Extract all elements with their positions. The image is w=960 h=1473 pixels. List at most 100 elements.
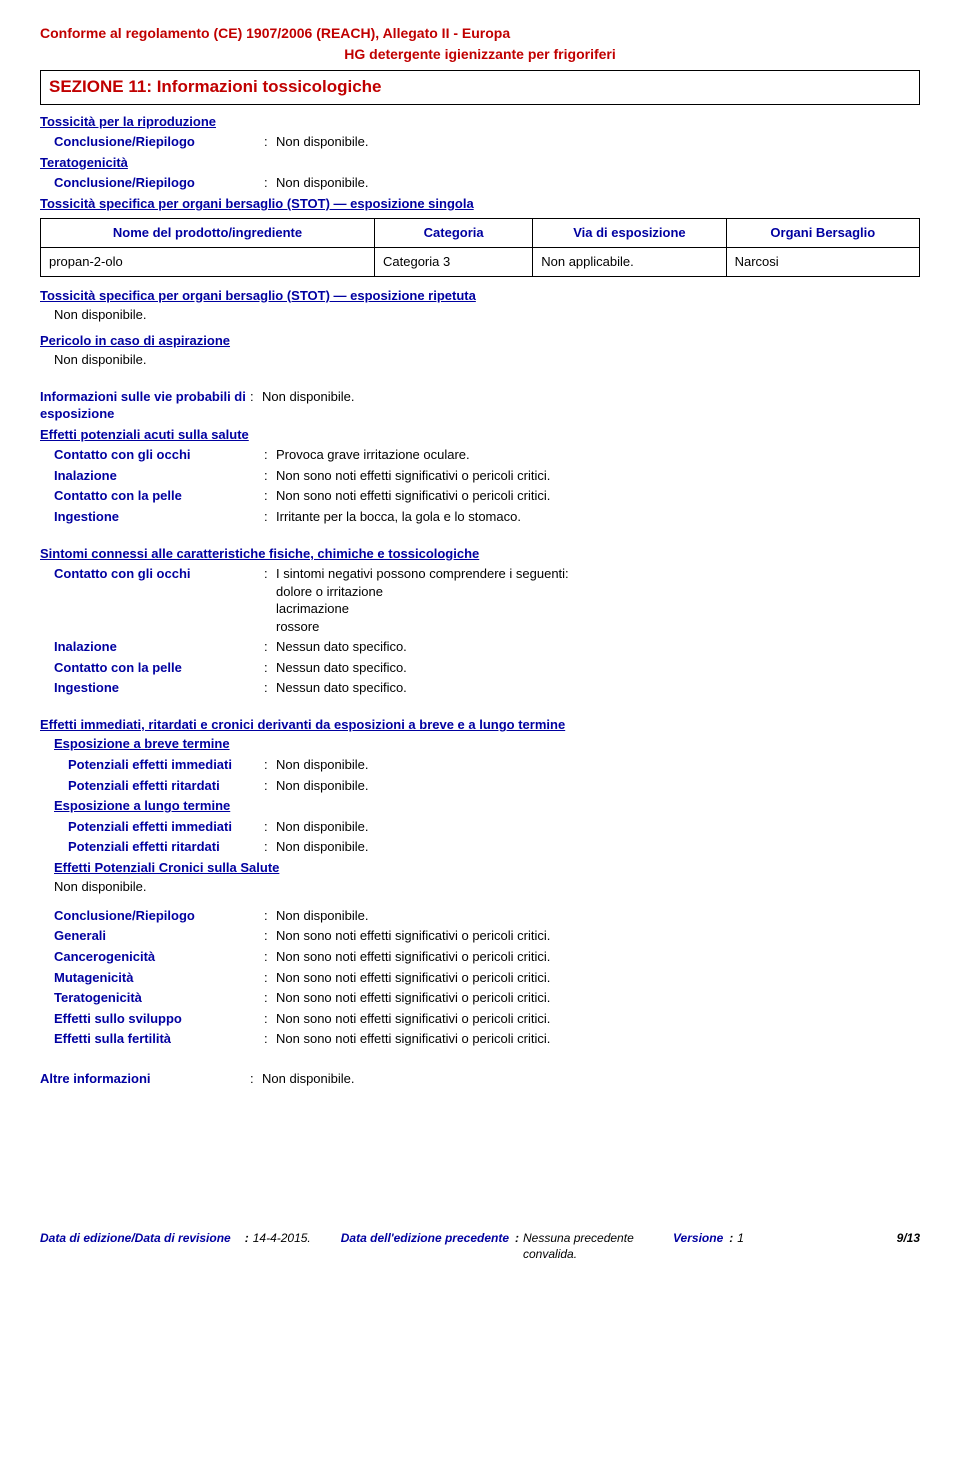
footer-page: 9/13 — [897, 1230, 920, 1246]
colon: : — [264, 174, 276, 192]
heading-delayed: Effetti immediati, ritardati e cronici d… — [40, 716, 920, 734]
value-ingest: Irritante per la bocca, la gola e lo sto… — [276, 508, 920, 526]
row-muta: Mutagenicità : Non sono noti effetti sig… — [54, 969, 920, 987]
value-nosig: Non sono noti effetti significativi o pe… — [276, 989, 920, 1007]
td-organs: Narcosi — [726, 248, 919, 277]
heading-acute-effects: Effetti potenziali acuti sulla salute — [40, 426, 920, 444]
label-other: Altre informazioni — [40, 1070, 250, 1088]
row-acute-inhal: Inalazione : Non sono noti effetti signi… — [54, 467, 920, 485]
label-delayed: Potenziali effetti ritardati — [68, 838, 264, 856]
label-dev: Effetti sullo sviluppo — [54, 1010, 264, 1028]
th-organs: Organi Bersaglio — [726, 219, 919, 248]
footer-version-value: 1 — [737, 1230, 744, 1246]
value-nosig: Non sono noti effetti significativi o pe… — [276, 948, 920, 966]
td-name: propan-2-olo — [41, 248, 375, 277]
td-category: Categoria 3 — [375, 248, 533, 277]
value-na: Non disponibile. — [276, 133, 920, 151]
colon: : — [264, 907, 276, 925]
value-symp-eyes: I sintomi negativi possono comprendere i… — [276, 565, 920, 635]
colon: : — [264, 818, 276, 836]
heading-reproduction-toxicity: Tossicità per la riproduzione — [40, 113, 920, 131]
row-routes: Informazioni sulle vie probabili di espo… — [40, 388, 920, 423]
row-chronic-conclusion: Conclusione/Riepilogo : Non disponibile. — [54, 907, 920, 925]
value-nodata: Nessun dato specifico. — [276, 638, 920, 656]
colon: : — [264, 487, 276, 505]
aspiration-value: Non disponibile. — [54, 351, 920, 369]
value-na: Non disponibile. — [276, 818, 920, 836]
row-long-delayed: Potenziali effetti ritardati : Non dispo… — [68, 838, 920, 856]
value-na: Non disponibile. — [276, 756, 920, 774]
row-other-info: Altre informazioni : Non disponibile. — [40, 1070, 920, 1088]
colon: : — [264, 777, 276, 795]
header-product: HG detergente igienizzante per frigorife… — [40, 45, 920, 64]
colon: : — [264, 467, 276, 485]
footer-prev-value: Nessuna precedente convalida. — [523, 1230, 653, 1262]
footer-date-label: Data di edizione/Data di revisione — [40, 1230, 231, 1246]
row-acute-ingest: Ingestione : Irritante per la bocca, la … — [54, 508, 920, 526]
colon: : — [245, 1230, 249, 1246]
label-ingest: Ingestione — [54, 508, 264, 526]
colon: : — [264, 1030, 276, 1048]
label-cancer: Cancerogenicità — [54, 948, 264, 966]
value-nosig: Non sono noti effetti significativi o pe… — [276, 969, 920, 987]
label-inhal: Inalazione — [54, 638, 264, 656]
header-regulation: Conforme al regolamento (CE) 1907/2006 (… — [40, 24, 920, 43]
colon: : — [515, 1230, 519, 1246]
value-nosig: Non sono noti effetti significativi o pe… — [276, 927, 920, 945]
colon: : — [264, 927, 276, 945]
value-nosig: Non sono noti effetti significativi o pe… — [276, 1010, 920, 1028]
row-fert: Effetti sulla fertilità : Non sono noti … — [54, 1030, 920, 1048]
colon: : — [264, 133, 276, 151]
colon: : — [264, 508, 276, 526]
label-conclusion: Conclusione/Riepilogo — [54, 907, 264, 925]
row-symp-eyes: Contatto con gli occhi : I sintomi negat… — [54, 565, 920, 635]
value-nodata: Nessun dato specifico. — [276, 679, 920, 697]
colon: : — [264, 659, 276, 677]
row-terato2: Teratogenicità : Non sono noti effetti s… — [54, 989, 920, 1007]
row-symp-skin: Contatto con la pelle : Nessun dato spec… — [54, 659, 920, 677]
value-na: Non disponibile. — [276, 907, 920, 925]
value-eyes: Provoca grave irritazione oculare. — [276, 446, 920, 464]
label-immediate: Potenziali effetti immediati — [68, 818, 264, 836]
label-terato: Teratogenicità — [54, 989, 264, 1007]
heading-stot-repeated: Tossicità specifica per organi bersaglio… — [40, 287, 920, 305]
value-na: Non disponibile. — [276, 174, 920, 192]
heading-symptoms: Sintomi connessi alle caratteristiche fi… — [40, 545, 920, 563]
value-nosig: Non sono noti effetti significativi o pe… — [276, 1030, 920, 1048]
label-skin: Contatto con la pelle — [54, 659, 264, 677]
heading-teratogenicity: Teratogenicità — [40, 154, 920, 172]
row-dev: Effetti sullo sviluppo : Non sono noti e… — [54, 1010, 920, 1028]
colon: : — [729, 1230, 733, 1246]
label-eyes: Contatto con gli occhi — [54, 565, 264, 635]
chronic-value: Non disponibile. — [54, 878, 920, 896]
label-conclusion: Conclusione/Riepilogo — [54, 133, 264, 151]
th-category: Categoria — [375, 219, 533, 248]
colon: : — [264, 446, 276, 464]
label-immediate: Potenziali effetti immediati — [68, 756, 264, 774]
colon: : — [250, 388, 262, 423]
table-header-row: Nome del prodotto/ingrediente Categoria … — [41, 219, 920, 248]
footer: Data di edizione/Data di revisione : 14-… — [40, 1230, 920, 1262]
th-via: Via di esposizione — [533, 219, 726, 248]
value-nosig: Non sono noti effetti significativi o pe… — [276, 487, 920, 505]
label-skin: Contatto con la pelle — [54, 487, 264, 505]
label-inhal: Inalazione — [54, 467, 264, 485]
row-cancer: Cancerogenicità : Non sono noti effetti … — [54, 948, 920, 966]
label-ingest: Ingestione — [54, 679, 264, 697]
heading-chronic: Effetti Potenziali Cronici sulla Salute — [54, 859, 920, 877]
footer-prev-label: Data dell'edizione precedente — [341, 1230, 509, 1246]
colon: : — [264, 565, 276, 635]
colon: : — [264, 756, 276, 774]
heading-short-term: Esposizione a breve termine — [54, 735, 920, 753]
colon: : — [250, 1070, 262, 1088]
row-short-delayed: Potenziali effetti ritardati : Non dispo… — [68, 777, 920, 795]
row-general: Generali : Non sono noti effetti signifi… — [54, 927, 920, 945]
label-general: Generali — [54, 927, 264, 945]
label-routes: Informazioni sulle vie probabili di espo… — [40, 388, 250, 423]
row-symp-ingest: Ingestione : Nessun dato specifico. — [54, 679, 920, 697]
th-name: Nome del prodotto/ingrediente — [41, 219, 375, 248]
value-na: Non disponibile. — [276, 838, 920, 856]
row-symp-inhal: Inalazione : Nessun dato specifico. — [54, 638, 920, 656]
heading-aspiration: Pericolo in caso di aspirazione — [40, 332, 920, 350]
row-acute-eyes: Contatto con gli occhi : Provoca grave i… — [54, 446, 920, 464]
